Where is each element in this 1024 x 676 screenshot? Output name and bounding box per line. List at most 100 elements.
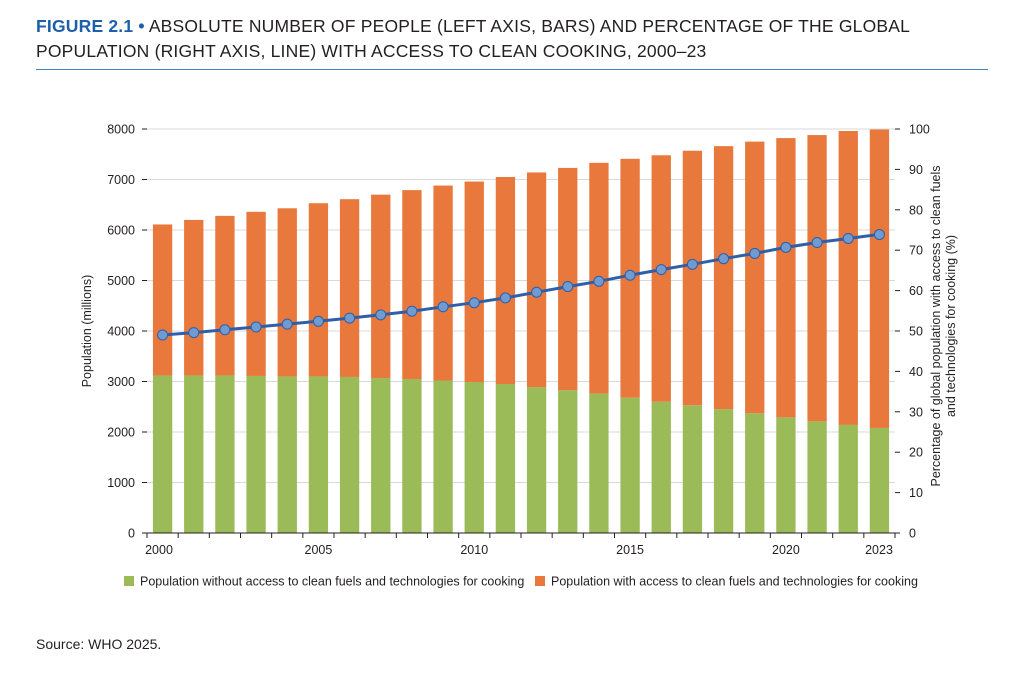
bars [152, 129, 890, 533]
bar-without-access-2009 [433, 380, 453, 533]
y-tick-label: 0 [128, 527, 135, 541]
bar-without-access-2023 [869, 427, 890, 533]
y2-tick-label: 30 [909, 405, 923, 419]
percentage-marker-2001 [188, 327, 200, 339]
y2-tick-label: 50 [909, 325, 923, 339]
y2-axis-title-line: Percentage of global population with acc… [929, 165, 943, 486]
bar-with-access-2008 [402, 190, 422, 379]
bar-with-access-2021 [807, 135, 827, 422]
y-tick-label: 4000 [107, 325, 135, 339]
percentage-marker-2008 [406, 305, 418, 317]
bar-with-access-2017 [682, 150, 703, 406]
bar-without-access-2003 [246, 375, 266, 533]
y2-tick-label: 0 [909, 527, 916, 541]
percentage-marker-2022 [842, 232, 854, 244]
figure-label: FIGURE 2.1 [36, 16, 134, 36]
bar-with-access-2001 [184, 219, 204, 376]
percentage-marker-2013 [562, 281, 574, 293]
percentage-marker-2018 [718, 253, 730, 265]
bar-without-access-2013 [558, 390, 578, 533]
percentage-marker-2003 [250, 321, 262, 333]
legend: Population without access to clean fuels… [124, 575, 918, 589]
bar-with-access-2006 [339, 199, 360, 377]
x-tick-label: 2015 [616, 543, 644, 557]
percentage-marker-2007 [375, 309, 387, 321]
figure-title-text: ABSOLUTE NUMBER OF PEOPLE (LEFT AXIS, BA… [36, 16, 910, 61]
bar-with-access-2012 [526, 172, 547, 388]
legend-swatch-with-access [535, 576, 545, 586]
percentage-marker-2015 [624, 269, 636, 281]
y2-tick-label: 90 [909, 163, 923, 177]
percentage-marker-2016 [655, 264, 667, 276]
bar-with-access-2003 [246, 211, 266, 376]
bar-with-access-2002 [215, 215, 235, 376]
bar-with-access-2010 [464, 181, 484, 383]
percentage-marker-2006 [344, 312, 356, 324]
bar-with-access-2011 [495, 176, 516, 385]
percentage-marker-2014 [593, 275, 605, 287]
x-tick-label: 2010 [460, 543, 488, 557]
y2-tick-label: 40 [909, 365, 923, 379]
percentage-line-path [162, 232, 880, 337]
bar-without-access-2020 [776, 417, 796, 533]
title-rule [36, 69, 988, 70]
access-percentage-line [157, 228, 885, 341]
bar-with-access-2022 [838, 131, 858, 425]
bar-without-access-2021 [807, 421, 827, 533]
legend-label-without-access: Population without access to clean fuels… [140, 575, 524, 589]
bar-without-access-2022 [838, 424, 858, 533]
bar-with-access-2019 [745, 141, 765, 414]
x-tick-label: 2000 [145, 543, 173, 557]
y-tick-label: 2000 [107, 426, 135, 440]
bar-without-access-2002 [215, 375, 235, 533]
y-tick-label: 6000 [107, 224, 135, 238]
bar-without-access-2004 [277, 376, 297, 533]
percentage-marker-2012 [531, 286, 543, 298]
bar-with-access-2018 [713, 146, 734, 410]
x-tick-label: 2023 [865, 543, 893, 557]
bar-without-access-2018 [713, 409, 734, 533]
y2-tick-label: 100 [909, 123, 930, 137]
source-note: Source: WHO 2025. [36, 636, 162, 652]
legend-swatch-without-access [124, 576, 134, 586]
x-tick-label: 2020 [772, 543, 800, 557]
y2-tick-label: 80 [909, 203, 923, 217]
bar-without-access-2001 [184, 375, 204, 533]
bar-with-access-2005 [308, 203, 329, 377]
y2-tick-label: 70 [909, 244, 923, 258]
percentage-marker-2017 [686, 258, 698, 270]
percentage-marker-2019 [749, 247, 761, 259]
y-axis-title: Population (millions) [80, 275, 94, 388]
y-tick-label: 8000 [107, 123, 135, 137]
bar-without-access-2007 [371, 377, 391, 533]
bar-without-access-2012 [526, 387, 547, 533]
y-tick-label: 5000 [107, 274, 135, 288]
bar-without-access-2005 [308, 376, 329, 533]
y2-axis-title: Percentage of global population with acc… [929, 165, 958, 486]
bar-with-access-2020 [776, 138, 796, 418]
percentage-marker-2020 [780, 241, 792, 253]
bar-without-access-2019 [745, 413, 765, 533]
percentage-marker-2010 [468, 297, 480, 309]
bar-without-access-2017 [682, 405, 703, 533]
bar-without-access-2016 [651, 401, 671, 533]
bar-without-access-2008 [402, 378, 422, 533]
bar-without-access-2000 [152, 375, 173, 533]
bar-without-access-2015 [620, 397, 640, 533]
bar-with-access-2004 [277, 208, 297, 377]
figure-title: FIGURE 2.1 • ABSOLUTE NUMBER OF PEOPLE (… [36, 14, 996, 64]
bar-with-access-2013 [558, 167, 578, 391]
y2-tick-label: 60 [909, 284, 923, 298]
y-tick-label: 7000 [107, 173, 135, 187]
bar-without-access-2014 [589, 393, 609, 533]
y-tick-label: 3000 [107, 375, 135, 389]
bar-with-access-2016 [651, 155, 671, 402]
axis-labels: Population (millions) Percentage of globa… [80, 165, 958, 486]
bar-without-access-2010 [464, 382, 484, 533]
x-tick-label: 2005 [305, 543, 333, 557]
percentage-marker-2021 [811, 237, 823, 249]
percentage-marker-2005 [312, 315, 324, 327]
y2-tick-label: 10 [909, 486, 923, 500]
bar-with-access-2023 [869, 129, 890, 428]
bar-without-access-2011 [495, 384, 516, 533]
